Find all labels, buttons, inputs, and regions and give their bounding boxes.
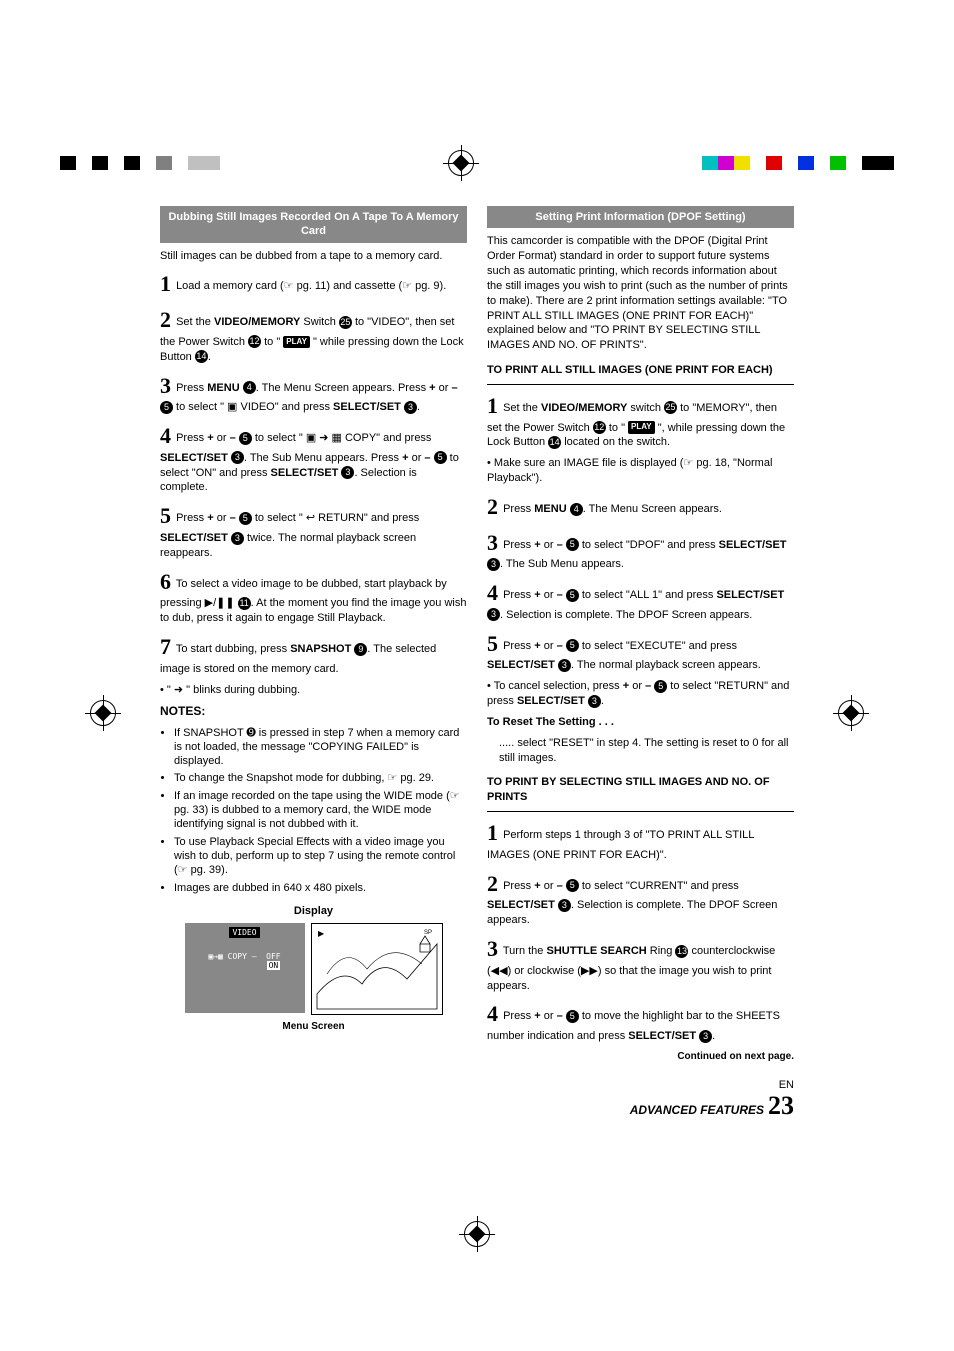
svg-text:SP: SP bbox=[424, 930, 432, 936]
cancel-note: • To cancel selection, press + or – 5 to… bbox=[487, 679, 794, 709]
step-6: 6 To select a video image to be dubbed, … bbox=[160, 567, 467, 626]
bullet-note: • Make sure an IMAGE file is displayed (… bbox=[487, 456, 794, 486]
note-item: Images are dubbed in 640 x 480 pixels. bbox=[174, 881, 467, 895]
ref-4-icon: 4 bbox=[243, 381, 256, 394]
ref-13-icon: 13 bbox=[675, 945, 688, 958]
ref-5-icon: 5 bbox=[566, 538, 579, 551]
reset-heading: To Reset The Setting . . . bbox=[487, 715, 794, 730]
ref-3-icon: 3 bbox=[588, 695, 601, 708]
step-1: 1 Perform steps 1 through 3 of "TO PRINT… bbox=[487, 818, 794, 863]
play-mode-icon: PLAY bbox=[283, 336, 310, 349]
registration-crosshair-icon bbox=[90, 700, 116, 726]
playback-screen-illustration: ▶ SP bbox=[311, 923, 443, 1015]
intro-text: Still images can be dubbed from a tape t… bbox=[160, 249, 467, 264]
right-column: Setting Print Information (DPOF Setting)… bbox=[487, 206, 794, 1069]
ref-5-icon: 5 bbox=[566, 1010, 579, 1023]
step-5: 5 Press + or – 5 to select " ↩ RETURN" a… bbox=[160, 501, 467, 560]
step-4: 4 Press + or – 5 to select "ALL 1" and p… bbox=[487, 578, 794, 623]
continued-label: Continued on next page. bbox=[487, 1050, 794, 1064]
note-item: If SNAPSHOT ➒ is pressed in step 7 when … bbox=[174, 726, 467, 769]
divider bbox=[487, 384, 794, 385]
ref-3-icon: 3 bbox=[487, 558, 500, 571]
ref-5-icon: 5 bbox=[239, 432, 252, 445]
step-7: 7 To start dubbing, press SNAPSHOT 9. Th… bbox=[160, 632, 467, 677]
menu-screen-illustration: VIDEO ▣→▦ COPY – OFF ▣→▦ COPY – ON bbox=[185, 923, 305, 1013]
ref-3-icon: 3 bbox=[699, 1030, 712, 1043]
reset-body: ..... select "RESET" in step 4. The sett… bbox=[487, 736, 794, 766]
section-header-dpof: Setting Print Information (DPOF Setting) bbox=[487, 206, 794, 228]
ref-5-icon: 5 bbox=[160, 401, 173, 414]
ref-5-icon: 5 bbox=[566, 639, 579, 652]
ref-14-icon: 14 bbox=[548, 436, 561, 449]
step-5: 5 Press + or – 5 to select "EXECUTE" and… bbox=[487, 629, 794, 674]
ref-12-icon: 12 bbox=[248, 335, 261, 348]
page-footer: EN ADVANCED FEATURES23 bbox=[0, 1069, 954, 1161]
section-header-dubbing: Dubbing Still Images Recorded On A Tape … bbox=[160, 206, 467, 243]
ref-3-icon: 3 bbox=[558, 659, 571, 672]
ref-5-icon: 5 bbox=[566, 589, 579, 602]
ref-25-icon: 25 bbox=[339, 316, 352, 329]
ref-3-icon: 3 bbox=[231, 532, 244, 545]
registration-crosshair-icon bbox=[448, 150, 474, 176]
divider bbox=[487, 811, 794, 812]
registration-crosshair-icon bbox=[838, 700, 864, 726]
ref-5-icon: 5 bbox=[434, 451, 447, 464]
ref-25-icon: 25 bbox=[664, 401, 677, 414]
ref-3-icon: 3 bbox=[487, 608, 500, 621]
ref-14-icon: 14 bbox=[195, 350, 208, 363]
play-mode-icon: PLAY bbox=[628, 421, 655, 434]
subsection-heading: TO PRINT ALL STILL IMAGES (ONE PRINT FOR… bbox=[487, 363, 794, 378]
step-2: 2 Press + or – 5 to select "CURRENT" and… bbox=[487, 869, 794, 928]
note-item: To change the Snapshot mode for dubbing,… bbox=[174, 771, 467, 785]
step-4: 4 Press + or – 5 to select " ▣ ➜ ▦ COPY"… bbox=[160, 421, 467, 495]
step-2: 2 Press MENU 4. The Menu Screen appears. bbox=[487, 492, 794, 522]
step-3: 3 Turn the SHUTTLE SEARCH Ring 13 counte… bbox=[487, 934, 794, 993]
step-1: 1 Load a memory card (☞ pg. 11) and cass… bbox=[160, 269, 467, 299]
ref-4-icon: 4 bbox=[570, 503, 583, 516]
step-2: 2 Set the VIDEO/MEMORY Switch 25 to "VID… bbox=[160, 305, 467, 364]
ref-5-icon: 5 bbox=[566, 879, 579, 892]
step-3: 3 Press MENU 4. The Menu Screen appears.… bbox=[160, 371, 467, 416]
ref-3-icon: 3 bbox=[231, 451, 244, 464]
page-number: 23 bbox=[768, 1091, 794, 1120]
intro-text: This camcorder is compatible with the DP… bbox=[487, 234, 794, 353]
display-illustration: Display VIDEO ▣→▦ COPY – OFF ▣→▦ COPY – … bbox=[160, 905, 467, 1032]
subsection-heading: TO PRINT BY SELECTING STILL IMAGES AND N… bbox=[487, 775, 794, 805]
note-item: To use Playback Special Effects with a v… bbox=[174, 835, 467, 878]
registration-crosshair-icon bbox=[0, 1161, 954, 1290]
notes-list: If SNAPSHOT ➒ is pressed in step 7 when … bbox=[160, 726, 467, 895]
blink-note: • " ➜ " blinks during dubbing. bbox=[160, 683, 467, 698]
ref-3-icon: 3 bbox=[341, 466, 354, 479]
ref-11-icon: 11 bbox=[238, 597, 251, 610]
step-3: 3 Press + or – 5 to select "DPOF" and pr… bbox=[487, 528, 794, 573]
ref-5-icon: 5 bbox=[239, 512, 252, 525]
ref-9-icon: 9 bbox=[354, 643, 367, 656]
left-column: Dubbing Still Images Recorded On A Tape … bbox=[160, 206, 467, 1069]
note-item: If an image recorded on the tape using t… bbox=[174, 789, 467, 832]
ref-3-icon: 3 bbox=[558, 899, 571, 912]
notes-heading: NOTES: bbox=[160, 703, 467, 719]
svg-text:▶: ▶ bbox=[318, 929, 325, 938]
ref-5-icon: 5 bbox=[654, 680, 667, 693]
ref-3-icon: 3 bbox=[404, 401, 417, 414]
print-registration-bars bbox=[0, 0, 954, 176]
step-1: 1 Set the VIDEO/MEMORY switch 25 to "MEM… bbox=[487, 391, 794, 450]
ref-12-icon: 12 bbox=[593, 421, 606, 434]
step-4: 4 Press + or – 5 to move the highlight b… bbox=[487, 999, 794, 1044]
